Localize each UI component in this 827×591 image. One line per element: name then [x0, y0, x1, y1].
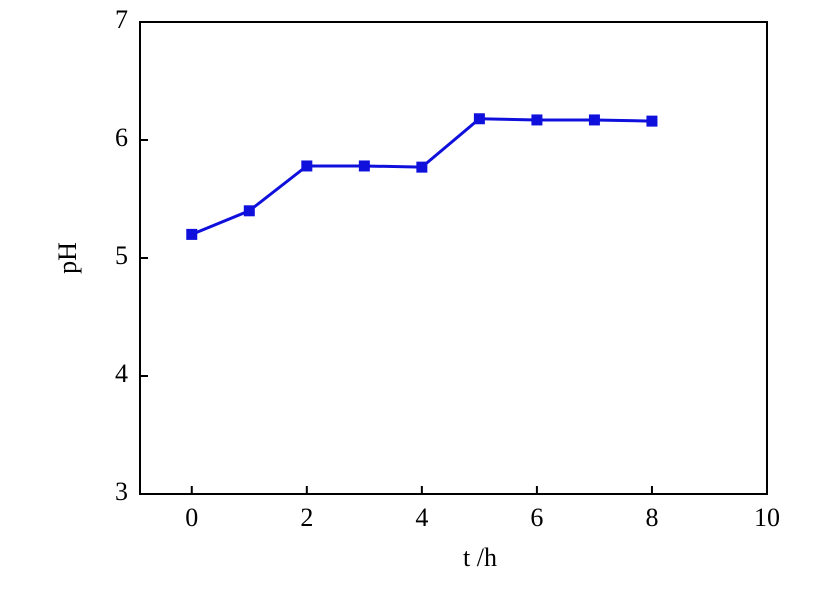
data-point	[646, 115, 658, 127]
x-tick-label: 2	[300, 503, 313, 532]
x-tick-label: 6	[530, 503, 543, 532]
data-point	[301, 160, 313, 172]
data-point	[473, 113, 485, 125]
x-tick-label: 10	[754, 503, 780, 532]
plot-frame	[139, 21, 768, 495]
y-tick-label: 3	[115, 477, 128, 506]
data-point	[531, 114, 543, 126]
y-tick-label: 6	[115, 123, 128, 152]
data-point	[588, 114, 600, 126]
x-axis-label: t /h	[463, 543, 497, 572]
data-point	[186, 228, 198, 240]
x-tick-label: 8	[645, 503, 658, 532]
y-axis-label: pH	[53, 242, 82, 274]
data-point	[243, 205, 255, 217]
data-line	[191, 117, 652, 236]
y-tick-label: 4	[115, 359, 128, 388]
data-point	[358, 160, 370, 172]
y-tick-label: 5	[115, 241, 128, 270]
x-tick-label: 4	[415, 503, 428, 532]
x-tick-label: 0	[185, 503, 198, 532]
data-point	[416, 161, 428, 173]
y-tick-label: 7	[115, 5, 128, 34]
